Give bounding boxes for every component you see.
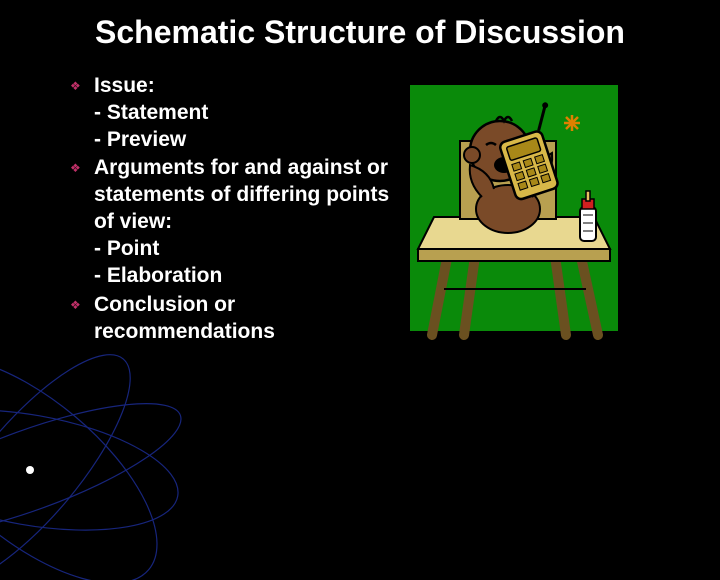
bullet-list: ❖ Issue:- Statement- Preview ❖ Arguments fo… xyxy=(70,73,390,349)
diamond-bullet-icon: ❖ xyxy=(70,299,82,311)
list-item-line: - Point xyxy=(94,236,390,263)
clipart-baby-highchair xyxy=(404,79,624,349)
slide-title: Schematic Structure of Discussion xyxy=(0,0,720,51)
list-item-line: Arguments for and against or statements … xyxy=(94,155,390,236)
list-item-text: Arguments for and against or statements … xyxy=(94,155,390,289)
list-item: ❖ Issue:- Statement- Preview xyxy=(70,73,390,154)
list-item-line: - Elaboration xyxy=(94,263,390,290)
list-item-line: Issue: xyxy=(94,73,208,100)
diamond-bullet-icon: ❖ xyxy=(70,80,82,92)
list-item-text: Conclusion or recommendations xyxy=(94,292,390,346)
list-item-line: - Statement xyxy=(94,100,208,127)
list-item: ❖ Arguments for and against or statements… xyxy=(70,155,390,289)
list-item-text: Issue:- Statement- Preview xyxy=(94,73,208,154)
list-item: ❖ Conclusion or recommendations xyxy=(70,292,390,346)
list-item-line: - Preview xyxy=(94,127,208,154)
diamond-bullet-icon: ❖ xyxy=(70,162,82,174)
list-item-line: Conclusion or recommendations xyxy=(94,292,390,346)
slide-body: ❖ Issue:- Statement- Preview ❖ Arguments fo… xyxy=(0,51,720,349)
